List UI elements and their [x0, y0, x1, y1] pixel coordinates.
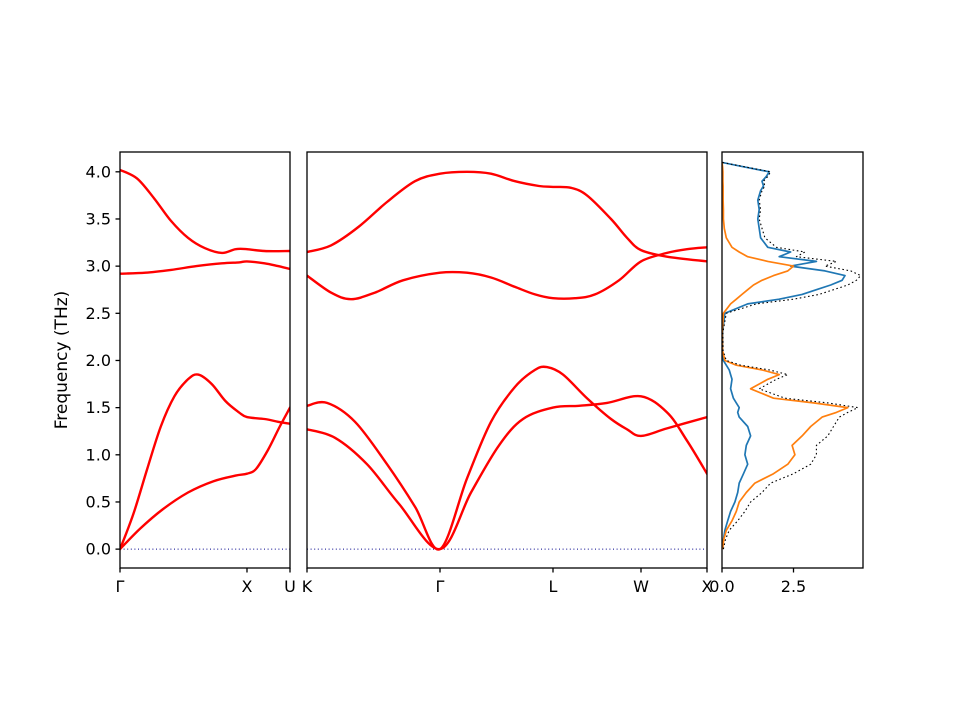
x-tick-label: 0.0 [709, 577, 734, 596]
x-tick-label: K [302, 577, 313, 596]
x-tick-label: X [242, 577, 253, 596]
y-tick-label: 2.5 [86, 304, 111, 323]
y-tick-label: 0.0 [86, 540, 111, 559]
phonon-band [120, 168, 290, 255]
x-tick-label: W [633, 577, 649, 596]
y-tick-label: 3.5 [86, 209, 111, 228]
dos-partial-orange [722, 162, 849, 550]
x-tick-label: Γ [116, 577, 125, 596]
y-axis-label: Frequency (THz) [52, 290, 72, 430]
phonon-band [307, 246, 707, 301]
x-tick-label: X [702, 577, 713, 596]
y-tick-label: 0.5 [86, 492, 111, 511]
axes-frame [721, 151, 864, 569]
phonon-band [120, 260, 290, 275]
phonon-band [120, 373, 290, 551]
x-tick-label: 2.5 [781, 577, 806, 596]
axes-frame [306, 151, 708, 569]
dos-partial-blue [722, 161, 846, 550]
phonon-band [307, 394, 707, 551]
dos-total-dotted [722, 161, 862, 550]
y-tick-label: 1.5 [86, 398, 111, 417]
panel-phonon-dos [722, 161, 862, 550]
axes-frame [119, 151, 291, 569]
panel-bands-gamma-x-u [120, 168, 290, 551]
y-tick-label: 1.0 [86, 445, 111, 464]
y-tick-label: 3.0 [86, 257, 111, 276]
y-tick-label: 2.0 [86, 351, 111, 370]
x-tick-label: Γ [436, 577, 445, 596]
panel-bands-k-gamma-l-w-x [307, 170, 707, 551]
y-tick-label: 4.0 [86, 162, 111, 181]
phonon-band [120, 406, 290, 551]
x-tick-label: U [284, 577, 296, 596]
phonon-band [307, 365, 707, 551]
phonon-band [307, 170, 707, 263]
x-tick-label: L [549, 577, 558, 596]
